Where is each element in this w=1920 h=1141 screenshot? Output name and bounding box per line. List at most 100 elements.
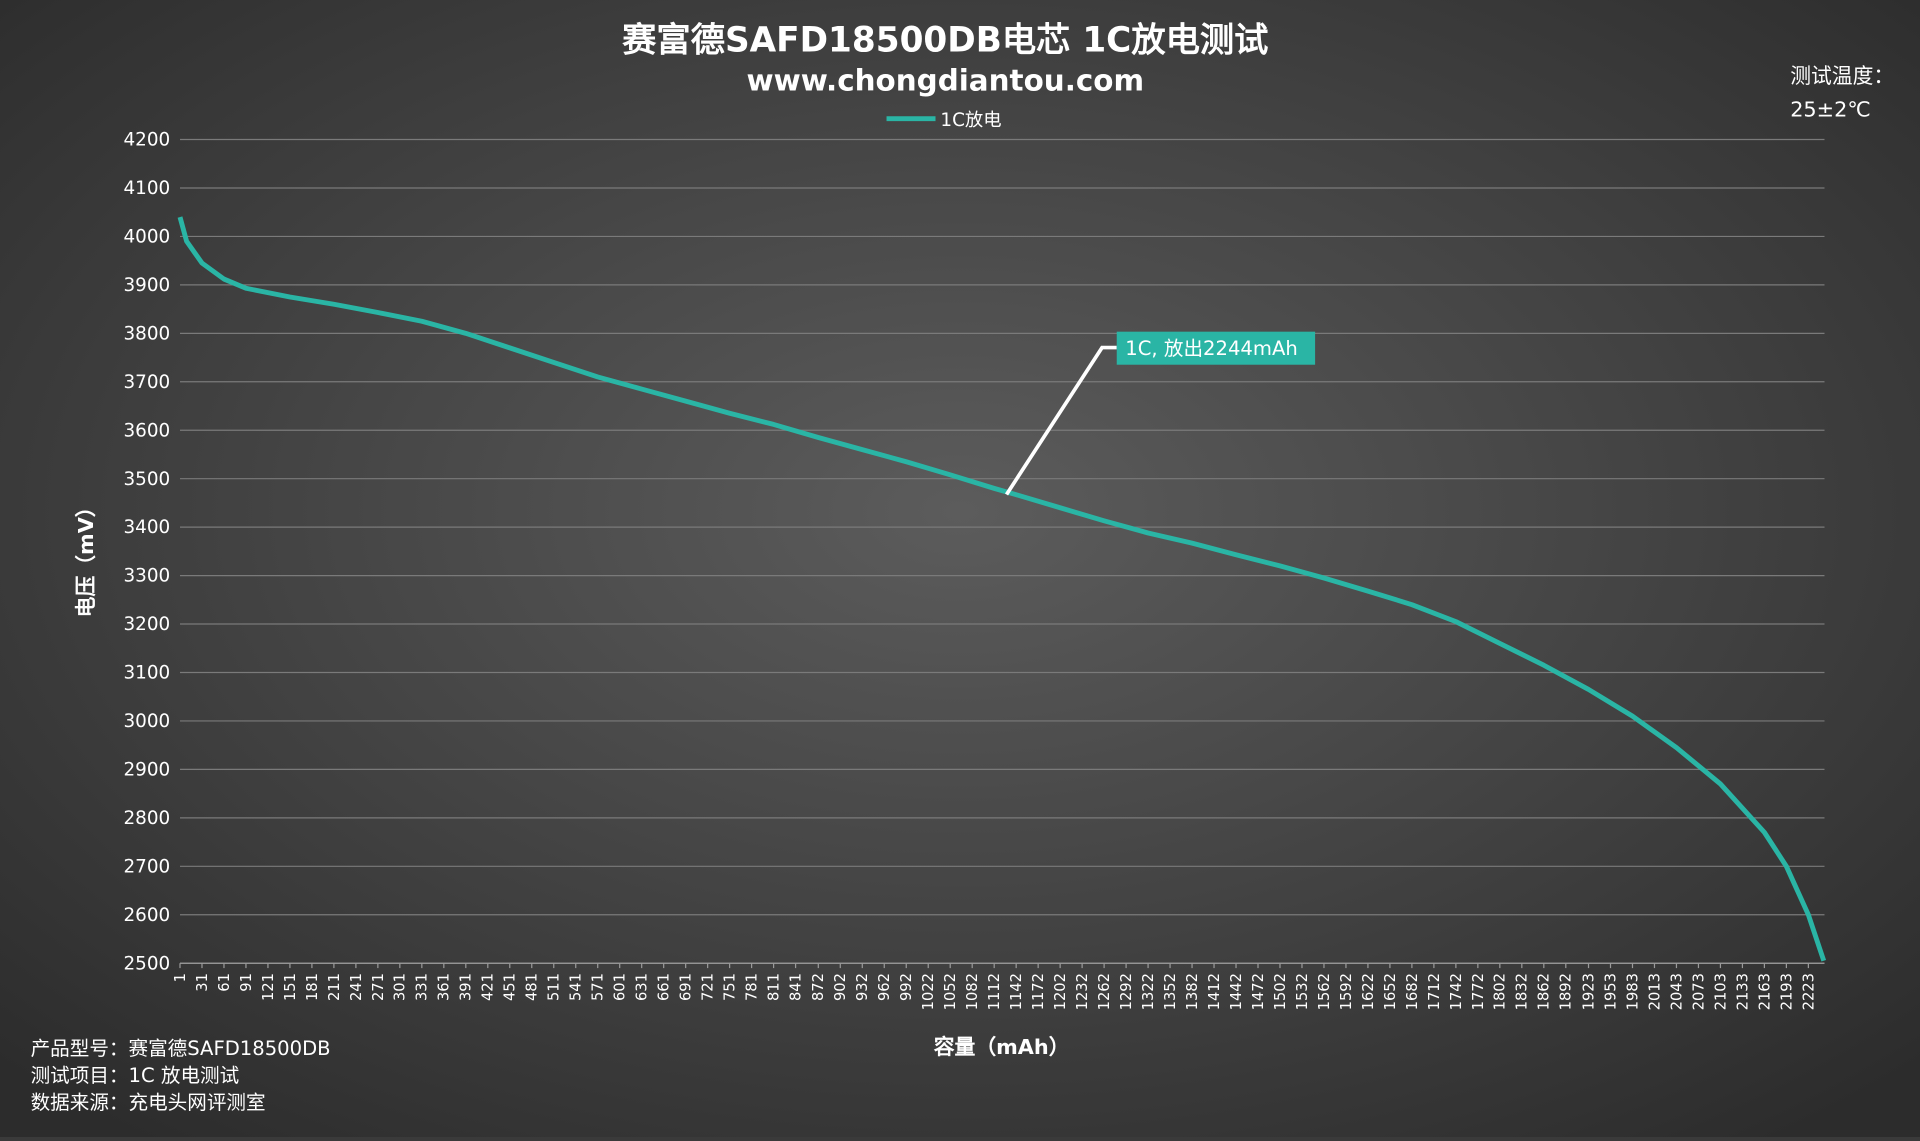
x-tick-label: 932 (854, 973, 871, 1001)
data-line (177, 216, 1827, 962)
y-tick-label: 2900 (123, 760, 170, 781)
note: 产品型号：赛富德SAFD18500DB (31, 1037, 331, 1060)
x-tick-label: 151 (282, 973, 299, 1001)
x-tick-label: 1472 (1250, 973, 1267, 1010)
y-tick-label: 4000 (123, 227, 170, 248)
x-tick-label: 1262 (1096, 973, 1113, 1010)
y-tick-label: 2800 (123, 808, 170, 829)
y-tick-label: 3200 (123, 614, 170, 635)
x-tick-label: 2013 (1646, 973, 1663, 1010)
y-tick-label: 3600 (123, 420, 170, 441)
legend-label: 1C放电 (940, 110, 1001, 131)
y-tick-label: 3000 (123, 711, 170, 732)
x-tick-label: 2073 (1690, 973, 1707, 1010)
x-tick-label: 2133 (1734, 973, 1751, 1010)
x-tick-label: 1532 (1294, 973, 1311, 1010)
y-tick-label: 2700 (123, 856, 170, 877)
annotation: 1C, 放出2244mAh (1125, 337, 1297, 360)
x-tick-label: 481 (524, 973, 541, 1001)
x-tick-label: 962 (876, 973, 893, 1001)
chart-title: 赛富德SAFD18500DB电芯 1C放电测试 (622, 20, 1268, 60)
y-tick-label: 3800 (123, 323, 170, 344)
x-tick-label: 1682 (1404, 973, 1421, 1010)
y-tick-label: 3300 (123, 566, 170, 587)
x-tick-label: 511 (546, 973, 563, 1001)
x-tick-label: 31 (194, 973, 211, 992)
y-tick-label: 2600 (123, 905, 170, 926)
x-tick-label: 1983 (1624, 973, 1641, 1010)
x-tick-label: 1292 (1118, 973, 1135, 1010)
x-tick-label: 1202 (1052, 973, 1069, 1010)
x-tick-label: 2103 (1712, 973, 1729, 1010)
y-tick-label: 3400 (123, 517, 170, 538)
x-tick-label: 661 (656, 973, 673, 1001)
x-tick-label: 1712 (1426, 973, 1443, 1010)
annotation-leader (1004, 345, 1117, 496)
x-tick-label: 1652 (1382, 973, 1399, 1010)
x-tick-label: 2193 (1778, 973, 1795, 1010)
y-tick-label: 2500 (123, 953, 170, 974)
y-tick-label: 3100 (123, 663, 170, 684)
x-tick-label: 541 (568, 973, 585, 1001)
x-tick-label: 1592 (1338, 973, 1355, 1010)
x-tick-label: 2043 (1668, 973, 1685, 1010)
x-tick-label: 751 (722, 973, 739, 1001)
x-tick-label: 1832 (1514, 973, 1531, 1010)
x-tick-label: 1112 (986, 973, 1003, 1010)
x-tick-label: 631 (634, 973, 651, 1001)
y-axis-label: 电压（mV） (74, 496, 98, 617)
x-tick-label: 1442 (1228, 973, 1245, 1010)
x-tick-label: 1742 (1448, 973, 1465, 1010)
x-tick-label: 1052 (942, 973, 959, 1010)
x-tick-label: 361 (436, 973, 453, 1001)
note: 25±2℃ (1790, 97, 1871, 121)
x-tick-label: 721 (700, 973, 717, 1001)
note: 测试项目：1C 放电测试 (31, 1064, 240, 1087)
x-tick-label: 691 (678, 973, 695, 1001)
x-tick-label: 301 (392, 973, 409, 1001)
x-tick-label: 1412 (1206, 973, 1223, 1010)
x-tick-label: 271 (370, 973, 387, 1001)
x-tick-label: 601 (612, 973, 629, 1001)
x-tick-label: 902 (832, 973, 849, 1001)
note: 测试温度： (1790, 64, 1894, 88)
y-tick-label: 4200 (123, 130, 170, 151)
x-tick-label: 121 (260, 973, 277, 1001)
x-tick-label: 872 (810, 973, 827, 1001)
x-tick-label: 1622 (1360, 973, 1377, 1010)
y-tick-label: 3500 (123, 469, 170, 490)
x-tick-label: 91 (238, 973, 255, 992)
annotation-box (1116, 331, 1316, 365)
x-tick-label: 1923 (1580, 973, 1597, 1010)
chart-subtitle: www.chongdiantou.com (747, 64, 1145, 98)
x-tick-label: 571 (590, 973, 607, 1001)
x-tick-label: 1172 (1030, 973, 1047, 1010)
x-tick-label: 1562 (1316, 973, 1333, 1010)
x-tick-label: 211 (326, 973, 343, 1001)
x-tick-label: 1322 (1140, 973, 1157, 1010)
x-tick-label: 2223 (1800, 973, 1817, 1010)
x-tick-label: 1 (172, 973, 189, 982)
x-tick-label: 1862 (1536, 973, 1553, 1010)
y-tick-label: 4100 (123, 178, 170, 199)
x-tick-label: 331 (414, 973, 431, 1001)
x-tick-label: 1382 (1184, 973, 1201, 1010)
x-tick-label: 421 (480, 973, 497, 1001)
x-tick-label: 1502 (1272, 973, 1289, 1010)
y-tick-label: 3900 (123, 275, 170, 296)
y-tick-label: 3700 (123, 372, 170, 393)
x-tick-label: 1232 (1074, 973, 1091, 1010)
x-tick-label: 1772 (1470, 973, 1487, 1010)
x-tick-label: 1142 (1008, 973, 1025, 1010)
note: 数据来源：充电头网评测室 (31, 1091, 266, 1114)
x-tick-label: 841 (787, 973, 804, 1001)
grid: 2500 2600 2700 2800 2900 3000 3100 3200 3300 3400… (123, 130, 1825, 1010)
x-tick-label: 811 (765, 973, 782, 1001)
x-tick-label: 1802 (1492, 973, 1509, 1010)
x-tick-label: 241 (348, 973, 365, 1001)
x-tick-label: 2163 (1756, 973, 1773, 1010)
x-tick-label: 1022 (920, 973, 937, 1010)
x-tick-label: 992 (898, 973, 915, 1001)
